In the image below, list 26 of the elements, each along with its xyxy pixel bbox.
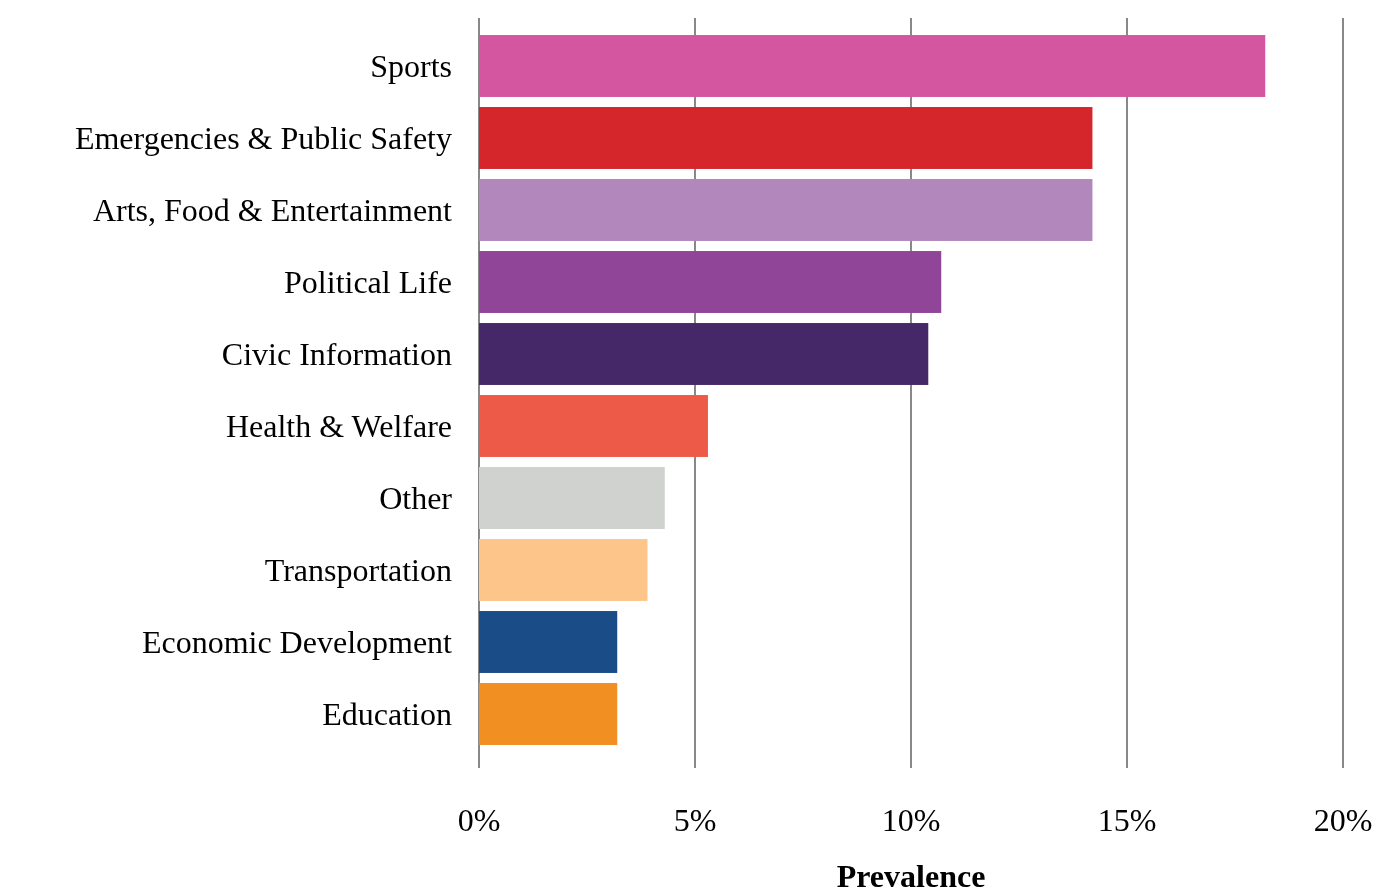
y-tick-label: Emergencies & Public Safety <box>74 120 452 156</box>
x-axis-title: Prevalence <box>836 858 986 890</box>
y-tick-label: Transportation <box>264 552 452 588</box>
bar <box>479 251 942 313</box>
x-tick-label: 10% <box>881 802 941 838</box>
bar <box>479 611 618 673</box>
x-tick-label: 20% <box>1313 802 1373 838</box>
x-tick-label: 0% <box>457 802 501 838</box>
y-tick-label: Other <box>379 480 453 516</box>
bar <box>479 35 1266 97</box>
bar <box>479 107 1093 169</box>
y-tick-label: Education <box>322 696 452 732</box>
bar <box>479 539 648 601</box>
y-tick-label: Civic Information <box>221 336 452 372</box>
y-tick-label: Health & Welfare <box>225 408 452 444</box>
bar <box>479 683 618 745</box>
y-tick-label: Political Life <box>284 264 452 300</box>
y-tick-label: Sports <box>370 48 452 84</box>
x-tick-label: 5% <box>673 802 717 838</box>
y-tick-label: Arts, Food & Entertainment <box>92 192 453 228</box>
bar <box>479 467 665 529</box>
bar <box>479 179 1093 241</box>
bar <box>479 323 929 385</box>
y-tick-label: Economic Development <box>141 624 453 660</box>
x-tick-label: 15% <box>1097 802 1157 838</box>
bar <box>479 395 708 457</box>
